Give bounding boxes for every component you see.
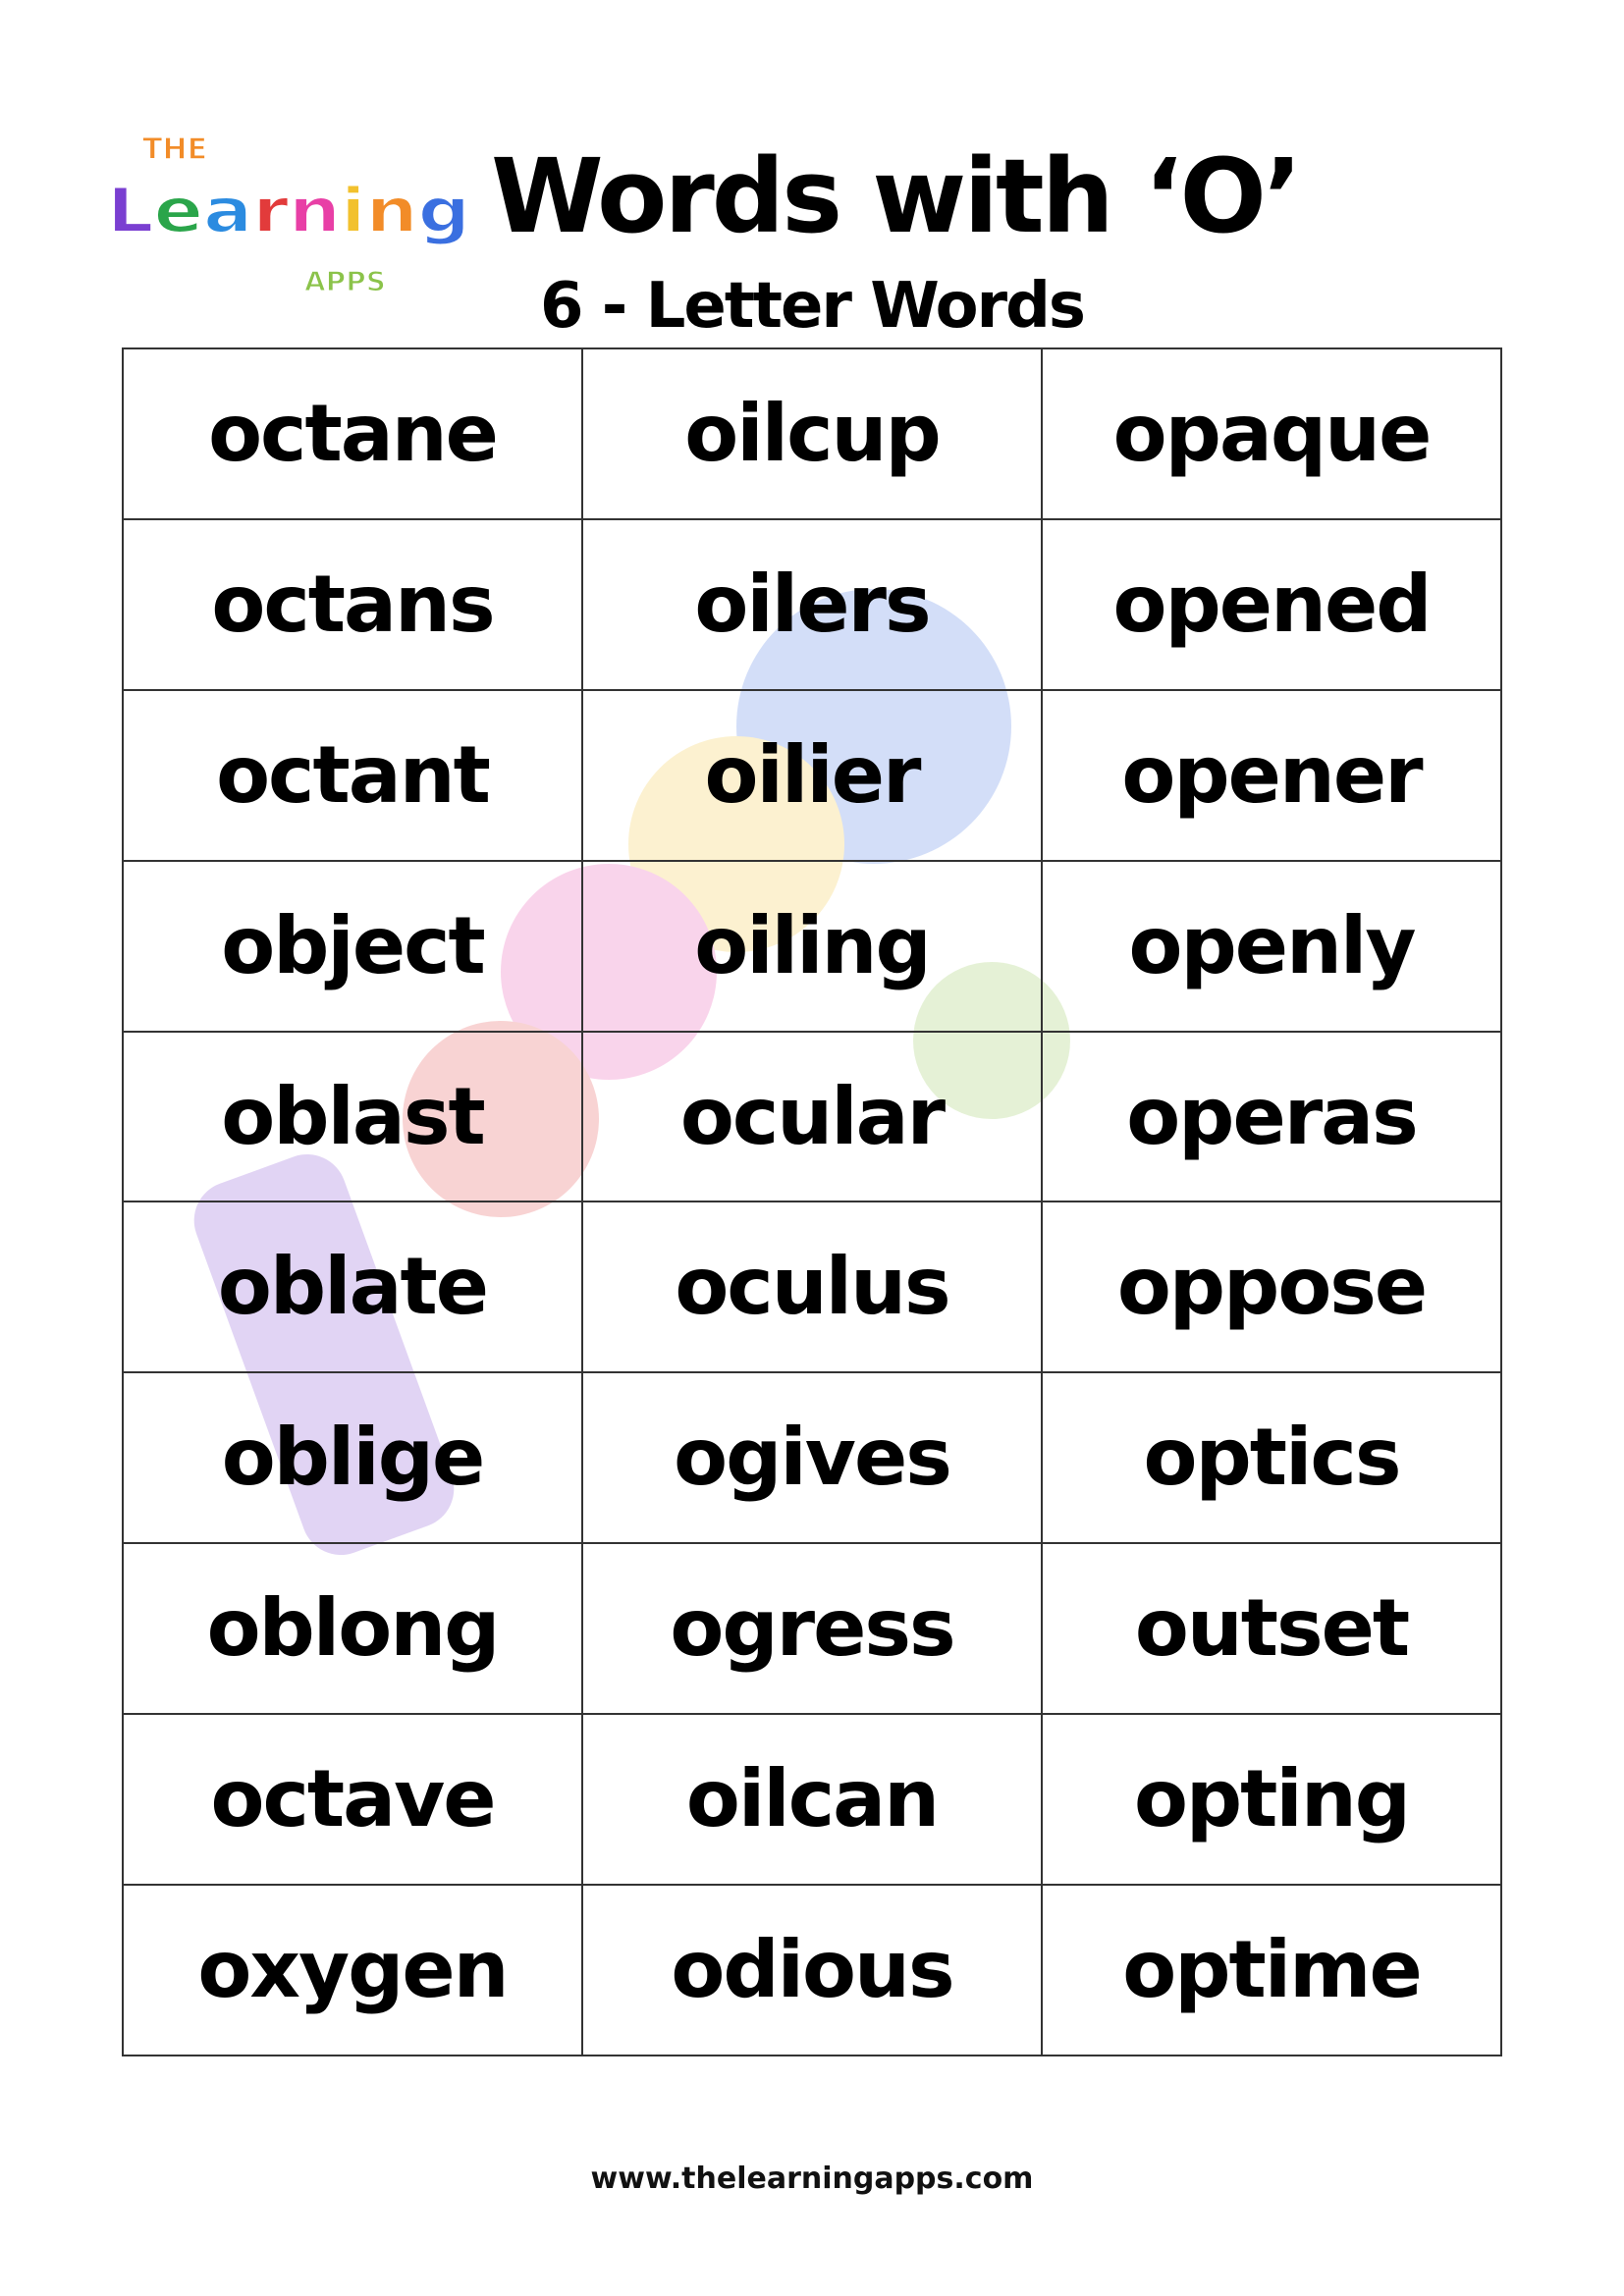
table-row: oblige ogives optics (122, 1371, 1502, 1545)
word-cell: oilcup (581, 347, 1043, 520)
svg-text:APPS: APPS (304, 265, 386, 297)
footer-url: www.thelearningapps.com (590, 2162, 1034, 2196)
word-table: octane oilcup opaque octans oilers opened octa… (122, 347, 1502, 2056)
table-row: object oiling openly (122, 859, 1502, 1033)
word-cell: oilers (581, 517, 1043, 691)
word-cell: opting (1041, 1713, 1502, 1887)
word-cell: oilcan (581, 1713, 1043, 1887)
word-cell: oculus (581, 1201, 1043, 1374)
svg-text:THE: THE (142, 133, 207, 167)
word-cell: opaque (1041, 347, 1502, 520)
word-cell: oxygen (122, 1884, 583, 2056)
word-cell: oiling (581, 859, 1043, 1033)
table-row: oblong ogress outset (122, 1542, 1502, 1716)
word-cell: octave (122, 1713, 583, 1887)
word-cell: oppose (1041, 1201, 1502, 1374)
word-cell: optime (1041, 1884, 1502, 2056)
word-cell: oblate (122, 1201, 583, 1374)
page-subtitle: 6 - Letter Words (539, 270, 1086, 343)
word-cell: opened (1041, 517, 1502, 691)
word-cell: octant (122, 688, 583, 862)
word-cell: operas (1041, 1030, 1502, 1203)
word-cell: optics (1041, 1371, 1502, 1545)
table-row: oblast ocular operas (122, 1030, 1502, 1203)
word-cell: oblige (122, 1371, 583, 1545)
table-row: oblate oculus oppose (122, 1201, 1502, 1374)
word-cell: odious (581, 1884, 1043, 2056)
word-cell: ocular (581, 1030, 1043, 1203)
word-cell: octans (122, 517, 583, 691)
word-cell: openly (1041, 859, 1502, 1033)
table-row: octave oilcan opting (122, 1713, 1502, 1887)
word-cell: octane (122, 347, 583, 520)
table-row: octane oilcup opaque (122, 347, 1502, 520)
word-cell: ogress (581, 1542, 1043, 1716)
page-title: Words with ‘O’ (491, 136, 1302, 256)
table-row: octans oilers opened (122, 517, 1502, 691)
word-cell: outset (1041, 1542, 1502, 1716)
word-cell: object (122, 859, 583, 1033)
table-row: oxygen odious optime (122, 1884, 1502, 2056)
word-cell: oblast (122, 1030, 583, 1203)
table-row: octant oilier opener (122, 688, 1502, 862)
word-cell: ogives (581, 1371, 1043, 1545)
word-cell: opener (1041, 688, 1502, 862)
word-cell: oblong (122, 1542, 583, 1716)
word-cell: oilier (581, 688, 1043, 862)
